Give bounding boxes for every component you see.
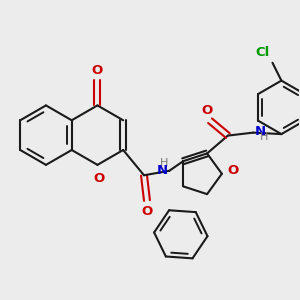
Text: H: H (260, 132, 268, 142)
Text: O: O (227, 164, 238, 177)
Text: O: O (92, 64, 103, 76)
Text: N: N (255, 124, 266, 138)
Text: Cl: Cl (255, 46, 269, 59)
Text: N: N (157, 164, 168, 177)
Text: O: O (202, 104, 213, 117)
Text: O: O (93, 172, 105, 185)
Text: H: H (159, 158, 168, 168)
Text: O: O (141, 205, 153, 218)
